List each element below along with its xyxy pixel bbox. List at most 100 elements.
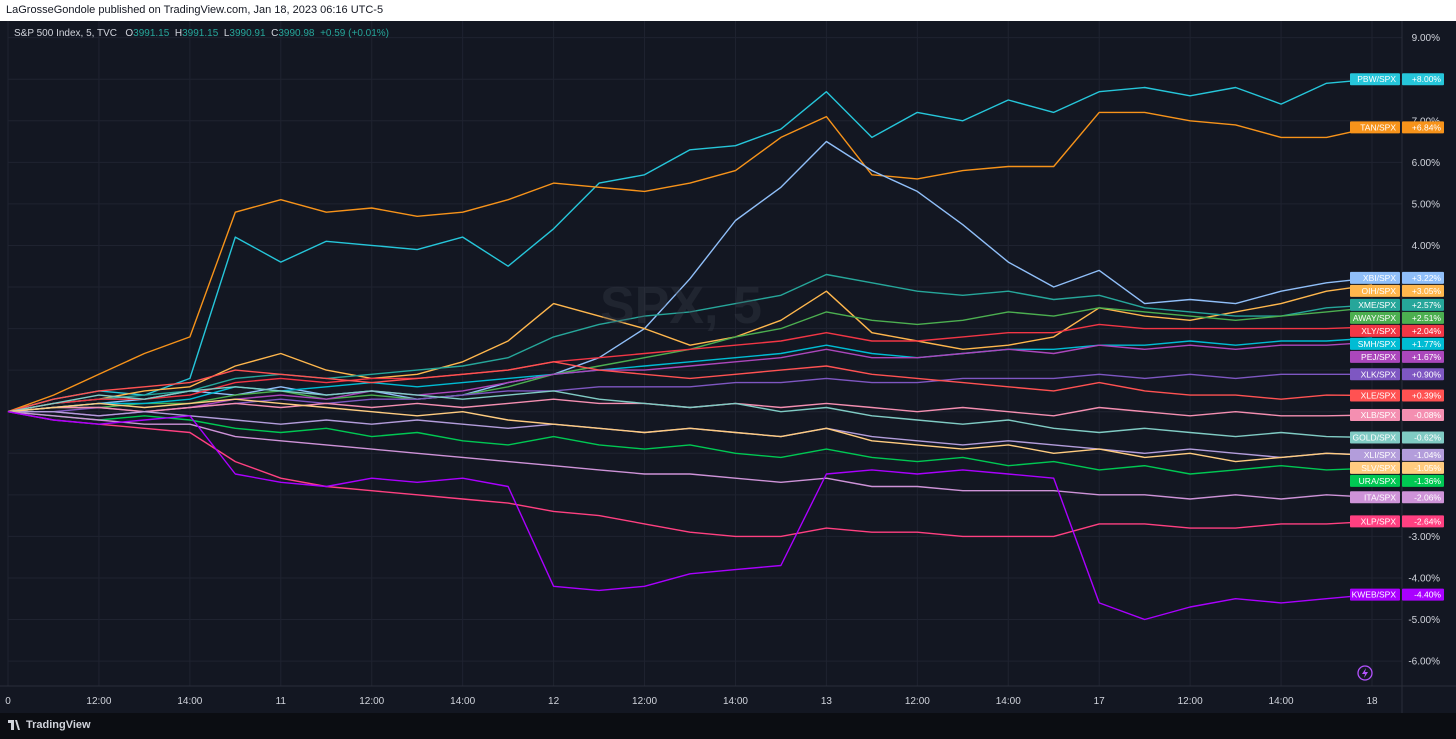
- series-name-xle-spx: XLE/SPX: [1361, 390, 1397, 400]
- series-line-ura-spx: [7, 411, 1373, 475]
- y-tick-label: -5.00%: [1408, 615, 1440, 626]
- series-value-pbw-spx: +8.00%: [1412, 74, 1442, 84]
- y-tick-label: -3.00%: [1408, 532, 1440, 543]
- series-value-tag-ita-spx: [1402, 491, 1444, 504]
- series-line-gold-spx: [7, 386, 1373, 439]
- published-line: LaGrosseGondole published on TradingView…: [6, 4, 384, 16]
- series-line-ita-spx: [7, 411, 1373, 500]
- series-name-tag-xle-spx: [1350, 389, 1400, 402]
- series-value-gold-spx: -0.62%: [1414, 432, 1441, 442]
- series-value-tan-spx: +6.84%: [1412, 122, 1442, 132]
- replay-lightning-icon[interactable]: [1357, 665, 1373, 681]
- series-name-xly-spx: XLY/SPX: [1361, 326, 1396, 336]
- series-value-xly-spx: +2.04%: [1412, 326, 1442, 336]
- series-name-ita-spx: ITA/SPX: [1364, 492, 1396, 502]
- x-tick-label: 14:00: [723, 696, 748, 707]
- x-tick-label: 14:00: [177, 696, 202, 707]
- series-value-tag-oih-spx: [1402, 284, 1444, 297]
- series-name-tag-smh-spx: [1350, 337, 1400, 350]
- series-line-slv-spx: [7, 398, 1373, 463]
- series-line-xme-spx: [7, 273, 1373, 413]
- open-value: 3991.15: [133, 28, 170, 39]
- series-line-xle-spx: [7, 361, 1373, 413]
- series-value-xlb-spx: -0.08%: [1414, 410, 1441, 420]
- series-value-tag-xbi-spx: [1402, 271, 1444, 284]
- series-line-xlp-spx: [7, 411, 1373, 538]
- series-name-pej-spx: PEJ/SPX: [1361, 352, 1396, 362]
- change-value: +0.59 (+0.01%): [320, 28, 389, 39]
- series-value-tag-away-spx: [1402, 311, 1444, 324]
- brand-name: TradingView: [26, 719, 91, 731]
- series-name-tag-xbi-spx: [1350, 271, 1400, 284]
- series-name-away-spx: AWAY/SPX: [1353, 313, 1396, 323]
- series-value-tag-gold-spx: [1402, 431, 1444, 444]
- chart-panel[interactable]: 0 12:00 14:00 11 12:00 14:00 12 12:00 14:00 13 12:…: [0, 21, 1456, 713]
- series-name-xlb-spx: XLB/SPX: [1361, 410, 1397, 420]
- tradingview-logo-icon: [8, 720, 20, 730]
- series-value-slv-spx: -1.05%: [1414, 463, 1441, 473]
- symbol-description[interactable]: S&P 500 Index, 5, TVC: [14, 28, 118, 39]
- x-tick-label: 14:00: [1269, 696, 1294, 707]
- series-value-kweb-spx: -4.40%: [1414, 590, 1441, 600]
- series-value-xme-spx: +2.57%: [1412, 300, 1442, 310]
- y-tick-label: 4.00%: [1412, 241, 1440, 252]
- series-value-ura-spx: -1.36%: [1414, 476, 1441, 486]
- series-value-smh-spx: +1.77%: [1412, 339, 1442, 349]
- x-tick-label: 12:00: [632, 696, 657, 707]
- series-value-xle-spx: +0.39%: [1412, 390, 1442, 400]
- series-line-oih-spx: [7, 284, 1373, 413]
- y-tick-label: -6.00%: [1408, 657, 1440, 668]
- x-tick-label: 14:00: [450, 696, 475, 707]
- series-name-tag-xli-spx: [1350, 448, 1400, 461]
- series-name-tag-xlk-spx: [1350, 368, 1400, 381]
- series-value-oih-spx: +3.05%: [1412, 286, 1442, 296]
- lightning-bolt-icon: [1362, 668, 1368, 678]
- series-name-tag-away-spx: [1350, 311, 1400, 324]
- series-value-tag-smh-spx: [1402, 337, 1444, 350]
- x-tick-label: 13: [821, 696, 833, 707]
- chart-svg[interactable]: 0 12:00 14:00 11 12:00 14:00 12 12:00 14:00 13 12:…: [0, 21, 1456, 713]
- publisher-header: LaGrosseGondole published on TradingView…: [0, 0, 1456, 21]
- series-line-tan-spx: [7, 111, 1373, 413]
- y-tick-label: 9.00%: [1412, 33, 1440, 44]
- series-name-ura-spx: URA/SPX: [1359, 476, 1397, 486]
- series-name-tag-tan-spx: [1350, 121, 1400, 134]
- series-name-kweb-spx: KWEB/SPX: [1352, 590, 1397, 600]
- series-value-tag-pbw-spx: [1402, 73, 1444, 86]
- series-name-oih-spx: OIH/SPX: [1362, 286, 1397, 296]
- close-label: C: [271, 28, 279, 39]
- series-value-tag-xle-spx: [1402, 389, 1444, 402]
- series-name-tag-xlp-spx: [1350, 515, 1400, 528]
- series-name-tag-pej-spx: [1350, 350, 1400, 363]
- series-value-tag-xme-spx: [1402, 298, 1444, 311]
- series-value-tag-tan-spx: [1402, 121, 1444, 134]
- series-value-ita-spx: -2.06%: [1414, 492, 1441, 502]
- x-tick-label: 0: [5, 696, 11, 707]
- series-value-xli-spx: -1.04%: [1414, 450, 1441, 460]
- x-tick-label: 12: [548, 696, 560, 707]
- series-value-xbi-spx: +3.22%: [1412, 273, 1442, 283]
- series-name-tag-xly-spx: [1350, 324, 1400, 337]
- series-value-tag-kweb-spx: [1402, 588, 1444, 601]
- series-name-smh-spx: SMH/SPX: [1358, 339, 1397, 349]
- series-name-tan-spx: TAN/SPX: [1360, 122, 1396, 132]
- series-name-tag-pbw-spx: [1350, 73, 1400, 86]
- series-value-tag-xli-spx: [1402, 448, 1444, 461]
- series-value-xlk-spx: +0.90%: [1412, 369, 1442, 379]
- series-name-gold-spx: GOLD/SPX: [1353, 432, 1397, 442]
- series-name-xme-spx: XME/SPX: [1358, 300, 1396, 310]
- x-tick-label: 12:00: [359, 696, 384, 707]
- tradingview-logo[interactable]: TradingView: [8, 719, 91, 731]
- series-name-tag-ura-spx: [1350, 474, 1400, 487]
- legend-line: S&P 500 Index, 5, TVC O3991.15 H3991.15 …: [14, 28, 389, 39]
- x-tick-label: 12:00: [86, 696, 111, 707]
- y-tick-label: 5.00%: [1412, 199, 1440, 210]
- close-value: 3990.98: [278, 28, 315, 39]
- high-value: 3991.15: [182, 28, 219, 39]
- series-value-tag-pej-spx: [1402, 350, 1444, 363]
- series-value-away-spx: +2.51%: [1412, 313, 1442, 323]
- series-line-xli-spx: [8, 411, 1373, 459]
- series-line-xly-spx: [7, 323, 1373, 413]
- series-name-tag-slv-spx: [1350, 461, 1400, 474]
- series-name-tag-xlb-spx: [1350, 409, 1400, 422]
